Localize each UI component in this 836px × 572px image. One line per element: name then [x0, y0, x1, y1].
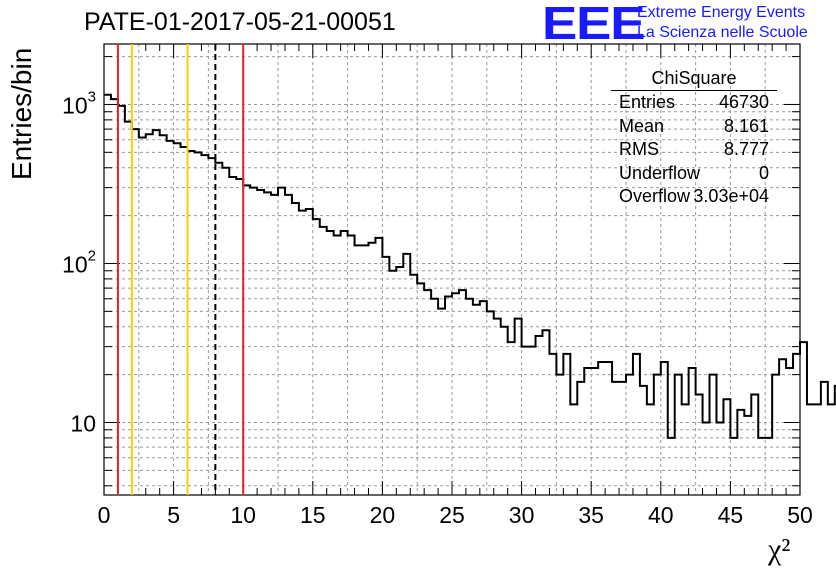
histogram-series: [104, 93, 836, 439]
eee-logo: EEE: [542, 0, 646, 49]
x-tick-label: 40: [648, 502, 674, 528]
x-tick-label: 10: [230, 502, 256, 528]
x-tick-label: 15: [300, 502, 326, 528]
x-tick-label: 35: [578, 502, 604, 528]
stats-row-underflow: Underflow 0: [611, 162, 777, 186]
x-axis-label: χ²: [768, 533, 791, 566]
logo-line-1: Extreme Energy Events: [637, 4, 806, 21]
x-tick-label: 25: [439, 502, 465, 528]
stats-title: ChiSquare: [611, 66, 777, 91]
stats-value: 8.777: [723, 139, 769, 159]
logo-line-2: La Scienza nelle Scuole: [637, 24, 808, 41]
stats-key: RMS: [619, 139, 659, 159]
stats-row-rms: RMS 8.777: [611, 138, 777, 162]
stats-value: 0: [758, 162, 769, 183]
chart-title: PATE-01-2017-05-21-00051: [84, 8, 396, 36]
x-tick-label: 20: [370, 502, 396, 528]
stats-key: Overflow: [619, 186, 691, 206]
x-tick-label: 0: [98, 502, 111, 528]
stats-box: ChiSquare Entries 46730 Mean 8.161 RMS 8…: [611, 66, 777, 209]
stats-value: 46730: [718, 92, 769, 112]
stats-key: Underflow: [619, 162, 701, 183]
y-tick-label: 103: [62, 88, 96, 118]
stats-row-mean: Mean 8.161: [611, 115, 777, 139]
stats-key: Mean: [619, 115, 665, 136]
y-tick-label: 102: [62, 247, 96, 277]
stats-key: Entries: [619, 92, 676, 112]
y-tick-label: 10: [70, 410, 96, 436]
x-tick-label: 30: [509, 502, 535, 528]
stats-value: 3.03e+04: [693, 186, 769, 206]
stats-row-overflow: Overflow 3.03e+04: [611, 185, 777, 209]
x-tick-label: 45: [718, 502, 744, 528]
stats-row-entries: Entries 46730: [611, 91, 777, 115]
x-tick-label: 50: [787, 502, 813, 528]
stats-value: 8.161: [723, 115, 769, 136]
x-tick-label: 5: [167, 502, 180, 528]
